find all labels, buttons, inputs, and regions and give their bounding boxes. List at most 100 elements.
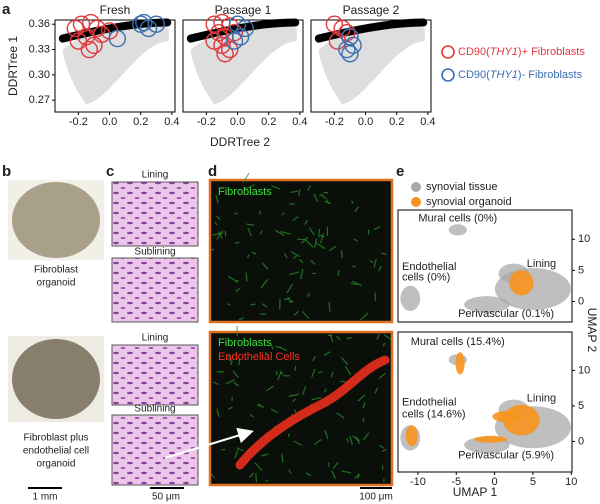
speckle (313, 439, 322, 446)
speckle (215, 215, 221, 221)
speckle (329, 334, 334, 343)
speckle (298, 258, 304, 264)
speckle (321, 195, 327, 200)
fluorescence-image (208, 178, 394, 324)
speckle (289, 271, 300, 276)
y-tick-label: 5 (578, 400, 584, 412)
speckle (281, 212, 285, 216)
y-tick-label: 0.30 (29, 69, 50, 81)
speckle (300, 268, 304, 280)
speckle (376, 334, 380, 340)
speckle (210, 248, 215, 251)
y-tick-label: 10 (578, 364, 590, 376)
legend-label: synovial tissue (426, 181, 498, 193)
x-axis-label: DDRTree 2 (210, 135, 270, 149)
speckle (232, 370, 239, 379)
speckle (256, 404, 262, 408)
y-tick-label: 5 (578, 264, 584, 276)
cluster-label: Perivascular (5.9%) (458, 450, 554, 462)
cell-marker (338, 40, 356, 59)
speckle (293, 440, 303, 447)
speckle (233, 381, 240, 387)
legend-text: THY1 (490, 46, 518, 58)
caption: organoid (37, 278, 76, 289)
speckle (378, 444, 385, 449)
organoid (12, 182, 100, 258)
cell-marker (231, 28, 250, 46)
speckle (354, 206, 359, 213)
x-tick-label: -10 (410, 476, 426, 488)
legend-label: synovial organoid (426, 196, 512, 208)
speckle (340, 249, 344, 258)
histology-image (111, 257, 199, 323)
speckle (373, 258, 377, 268)
panel-title: Passage 2 (343, 3, 400, 17)
histology-image (111, 181, 199, 247)
speckle (378, 372, 386, 380)
speckle (382, 342, 386, 347)
speckle (353, 238, 358, 242)
legend-text: CD90( (458, 69, 490, 81)
speckle (293, 310, 299, 316)
x-tick-label: -0.2 (197, 116, 216, 128)
cell-marker (341, 45, 359, 63)
speckle (280, 230, 291, 235)
speckle (281, 453, 284, 463)
speckle (354, 473, 361, 479)
speckle (331, 470, 336, 480)
speckle (336, 335, 341, 341)
speckle (270, 345, 274, 350)
x-tick-label: 10 (565, 476, 577, 488)
speckle (292, 216, 299, 222)
panel-label: b (2, 163, 11, 180)
speckle (323, 351, 331, 357)
speckle (311, 368, 316, 378)
speckle (357, 394, 366, 402)
cell-marker (88, 19, 106, 38)
speckle (310, 259, 316, 265)
x-tick-label: 0.2 (261, 116, 276, 128)
cell-cloud (190, 21, 297, 105)
cell-marker (216, 45, 234, 63)
speckle (245, 272, 248, 282)
panel-label: c (106, 163, 114, 180)
x-tick-label: -0.2 (69, 116, 88, 128)
speckle (362, 432, 370, 441)
plot-frame (397, 209, 573, 323)
plot-frame (54, 19, 176, 113)
speckle (249, 472, 255, 479)
speckle (302, 310, 310, 320)
speckle (230, 361, 233, 366)
speckle (260, 279, 269, 289)
trajectory-curve (314, 18, 428, 43)
speckle (324, 430, 329, 440)
speckle (210, 473, 216, 479)
tissue-cluster (400, 285, 421, 311)
organoid-cluster (405, 425, 418, 447)
speckle (290, 190, 299, 194)
cluster-label: Perivascular (0.1%) (458, 308, 554, 320)
caption: organoid (37, 459, 76, 470)
organoid-cluster (455, 352, 465, 375)
scale-label: 100 μm (359, 492, 393, 503)
tissue-cluster (464, 296, 510, 313)
arrow (164, 427, 254, 459)
scale-label: 1 mm (33, 492, 58, 503)
vessel (235, 355, 390, 470)
y-tick-label: 0 (578, 435, 584, 447)
speckle (312, 356, 316, 362)
speckle (238, 317, 244, 321)
histology-image (111, 344, 199, 406)
speckle (332, 461, 339, 470)
speckle (341, 357, 349, 366)
speckle (227, 303, 231, 306)
cluster-label: Lining (527, 258, 556, 270)
stain-label: Fibroblasts (218, 186, 272, 198)
caption: Fibroblast plus (23, 433, 88, 444)
cell-marker (344, 36, 362, 55)
cluster-label: Lining (527, 393, 556, 405)
legend-marker (411, 197, 421, 207)
speckle (327, 462, 330, 467)
cell-marker (66, 19, 84, 38)
image-title: Sublining (134, 247, 175, 258)
